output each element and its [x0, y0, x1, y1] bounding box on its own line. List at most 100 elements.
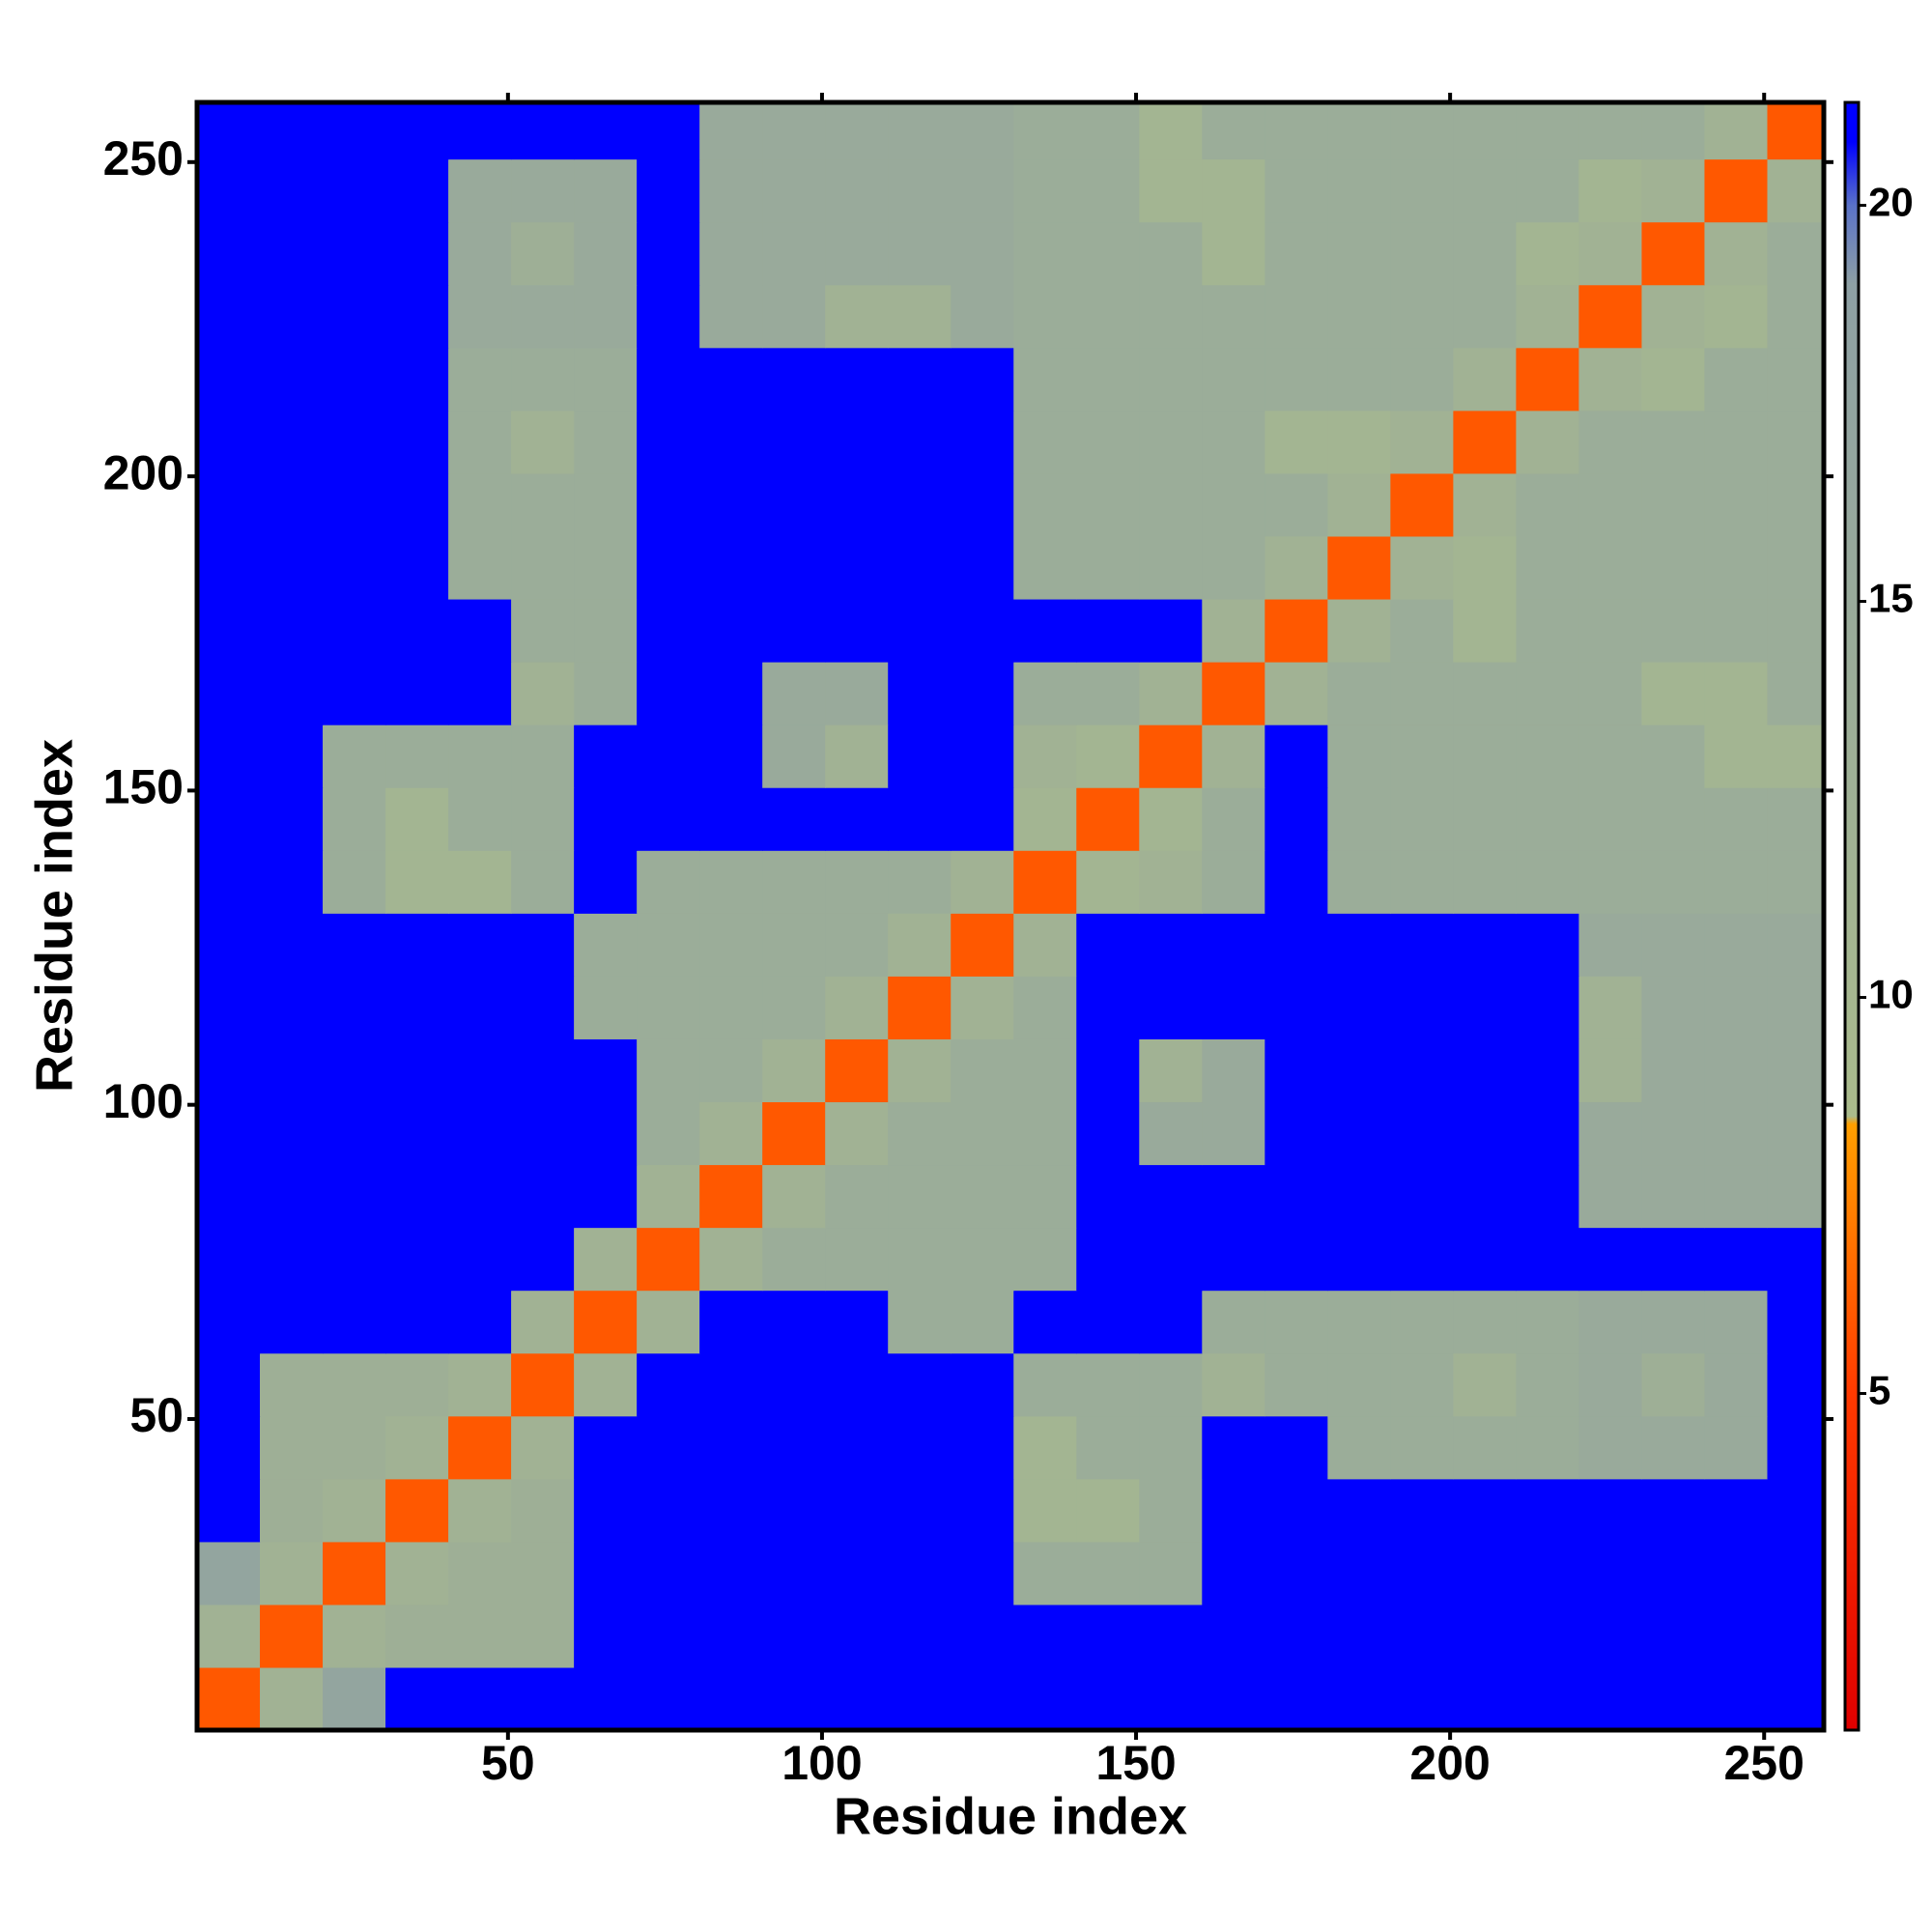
- heat-cell: [825, 1164, 889, 1229]
- heat-cell: [385, 787, 449, 851]
- heat-cell: [1767, 913, 1825, 977]
- heat-cell: [1390, 410, 1454, 474]
- heat-cell: [1013, 1352, 1077, 1417]
- heat-cell: [1453, 662, 1518, 725]
- heat-cell: [1327, 662, 1391, 725]
- heat-cell: [951, 410, 1014, 474]
- heat-cell: [260, 284, 324, 349]
- heat-cell: [1202, 1164, 1265, 1229]
- heat-cell: [888, 913, 952, 977]
- heat-cell: [260, 535, 324, 600]
- heat-cell: [951, 1164, 1014, 1229]
- heat-cell: [1327, 1164, 1391, 1229]
- heat-cell: [1076, 158, 1140, 223]
- heat-cell: [1264, 598, 1328, 663]
- heat-cell: [1390, 598, 1454, 663]
- heat-cell: [1578, 284, 1643, 349]
- heat-cell: [1704, 221, 1769, 286]
- heat-cell: [699, 787, 763, 851]
- heat-cell: [574, 1352, 638, 1417]
- heat-cell: [1390, 1666, 1454, 1731]
- heat-cell: [1641, 913, 1706, 977]
- heatmap-cells: [197, 102, 1825, 1731]
- heat-cell: [197, 1666, 261, 1731]
- heat-cell: [260, 347, 324, 412]
- heat-cell: [1076, 1164, 1140, 1229]
- heat-cell: [323, 850, 386, 914]
- heat-cell: [1013, 1101, 1077, 1166]
- heat-cell: [762, 1352, 826, 1417]
- heat-cell: [825, 976, 889, 1039]
- heat-cell: [951, 1415, 1014, 1480]
- heat-cell: [260, 1541, 324, 1605]
- heat-cell: [1453, 158, 1518, 223]
- heat-cell: [1264, 472, 1328, 537]
- heat-cell: [1013, 1164, 1077, 1229]
- heat-cell: [511, 913, 575, 977]
- heat-cell: [762, 598, 826, 663]
- heat-cell: [825, 1541, 889, 1605]
- heat-cell: [1139, 913, 1203, 977]
- heat-cell: [637, 347, 700, 412]
- heat-cell: [1578, 1541, 1643, 1605]
- heat-cell: [825, 1038, 889, 1103]
- heat-cell: [574, 1227, 638, 1292]
- heat-cell: [1516, 1666, 1580, 1731]
- heat-cell: [951, 1352, 1014, 1417]
- heat-cell: [1390, 1541, 1454, 1605]
- heat-cell: [1013, 102, 1077, 160]
- heat-cell: [260, 158, 324, 223]
- heat-cell: [1202, 1541, 1265, 1605]
- heat-cell: [888, 472, 952, 537]
- heat-cell: [825, 1666, 889, 1731]
- heat-cell: [323, 1604, 386, 1668]
- heat-cell: [1139, 1478, 1203, 1543]
- heat-cell: [574, 724, 638, 788]
- heat-cell: [323, 1164, 386, 1229]
- heat-cell: [1076, 102, 1140, 160]
- heat-cell: [323, 410, 386, 474]
- heat-cell: [888, 1038, 952, 1103]
- heat-cell: [1390, 1227, 1454, 1292]
- heat-cell: [511, 1101, 575, 1166]
- y-tick-label: 100: [103, 1074, 184, 1128]
- heat-cell: [1327, 598, 1391, 663]
- heat-cell: [1139, 1101, 1203, 1166]
- heat-cell: [1704, 158, 1769, 223]
- heat-cell: [448, 1290, 512, 1354]
- heat-cell: [385, 1352, 449, 1417]
- heat-cell: [1453, 913, 1518, 977]
- heat-cell: [1516, 1101, 1580, 1166]
- heat-cell: [888, 1604, 952, 1668]
- heat-cell: [448, 1038, 512, 1103]
- heat-cell: [1516, 913, 1580, 977]
- heat-cell: [1641, 1101, 1706, 1166]
- heat-cell: [1453, 724, 1518, 788]
- heat-cell: [1704, 850, 1769, 914]
- heat-cell: [637, 221, 700, 286]
- heat-cell: [762, 1101, 826, 1166]
- heat-cell: [1578, 1164, 1643, 1229]
- heat-cell: [1704, 1666, 1769, 1731]
- heat-cell: [1139, 1541, 1203, 1605]
- heat-cell: [951, 1666, 1014, 1731]
- heat-cell: [1704, 410, 1769, 474]
- heat-cell: [1704, 976, 1769, 1039]
- heat-cell: [448, 976, 512, 1039]
- heat-cell: [574, 1478, 638, 1543]
- heat-cell: [323, 347, 386, 412]
- heat-cell: [888, 598, 952, 663]
- heat-cell: [1264, 102, 1328, 160]
- heat-cell: [448, 1227, 512, 1292]
- heat-cell: [699, 221, 763, 286]
- heat-cell: [1516, 1290, 1580, 1354]
- heat-cell: [1767, 221, 1825, 286]
- heat-cell: [385, 1290, 449, 1354]
- heat-cell: [637, 158, 700, 223]
- heat-cell: [951, 158, 1014, 223]
- heat-cell: [951, 850, 1014, 914]
- heat-cell: [1327, 1038, 1391, 1103]
- heat-cell: [1641, 102, 1706, 160]
- heat-cell: [1516, 472, 1580, 537]
- heat-cell: [385, 976, 449, 1039]
